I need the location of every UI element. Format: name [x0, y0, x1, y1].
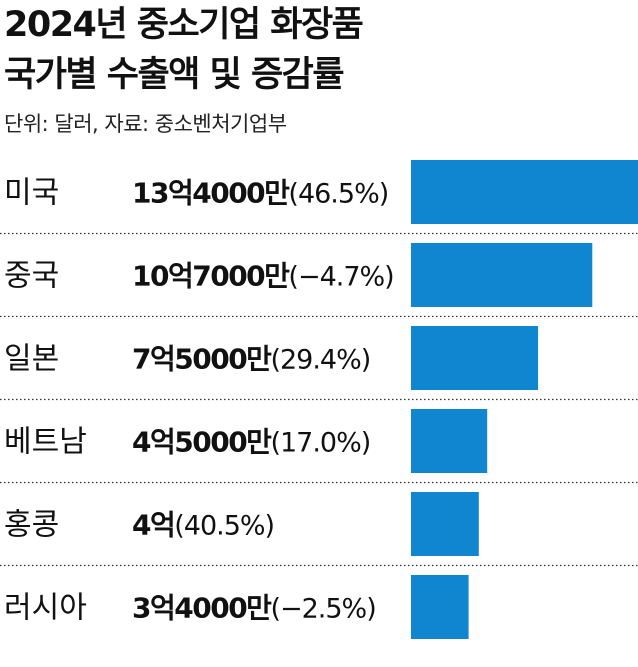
change-label-5: (−2.5%)	[270, 594, 375, 625]
country-label-5: 러시아	[4, 591, 87, 626]
bar-4	[411, 492, 479, 556]
chart-title-line-1: 2024년 중소기업 화장품	[4, 5, 364, 45]
country-label-4: 홍콩	[4, 508, 59, 543]
amount-label-1: 10억7000만	[132, 260, 290, 293]
bar-2	[411, 326, 539, 390]
country-label-1: 중국	[4, 259, 59, 294]
amount-label-3: 4억5000만	[132, 426, 272, 459]
change-label-0: (46.5%)	[288, 179, 388, 210]
chart-subtitle: 단위: 달러, 자료: 중소벤처기업부	[4, 112, 287, 136]
bar-1	[411, 243, 593, 307]
country-label-3: 베트남	[4, 425, 87, 460]
bar-3	[411, 409, 488, 473]
value-label-2: 7억5000만(29.4%)	[132, 343, 370, 376]
bar-0	[411, 160, 638, 224]
amount-label-0: 13억4000만	[132, 177, 290, 210]
country-label-0: 미국	[4, 176, 59, 211]
value-label-0: 13억4000만(46.5%)	[132, 177, 388, 210]
amount-label-2: 7억5000만	[132, 343, 272, 376]
bar-5	[411, 575, 469, 639]
country-label-2: 일본	[4, 342, 59, 377]
change-label-2: (29.4%)	[270, 345, 370, 376]
amount-label-5: 3억4000만	[132, 592, 272, 625]
value-label-5: 3억4000만(−2.5%)	[132, 592, 376, 625]
change-label-3: (17.0%)	[270, 428, 370, 459]
chart-title-line-2: 국가별 수출액 및 증감률	[4, 55, 345, 95]
value-label-4: 4억(40.5%)	[132, 509, 274, 542]
value-label-3: 4억5000만(17.0%)	[132, 426, 370, 459]
amount-label-4: 4억	[132, 509, 174, 542]
value-label-1: 10억7000만(−4.7%)	[132, 260, 394, 293]
change-label-4: (40.5%)	[174, 511, 274, 542]
change-label-1: (−4.7%)	[288, 262, 393, 293]
